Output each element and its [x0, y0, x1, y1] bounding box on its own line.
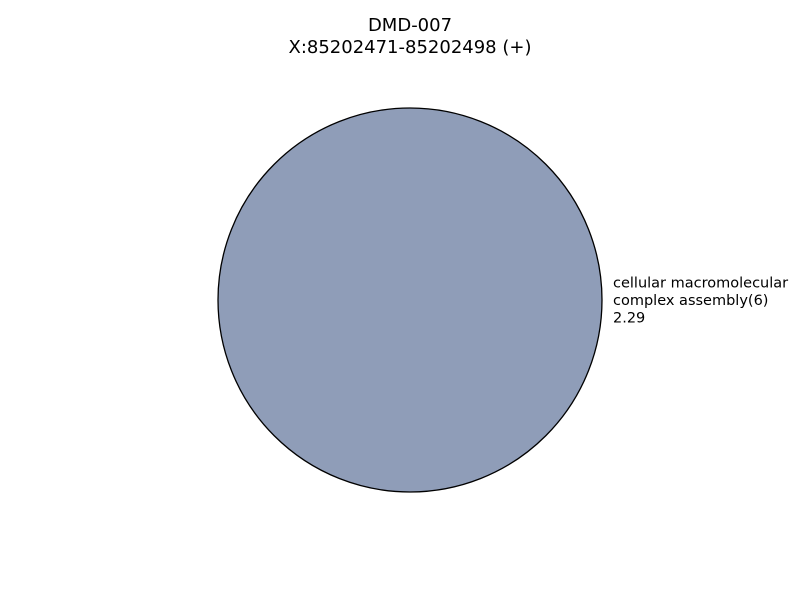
pie-labels: cellular macromolecular complex assembly(… [613, 276, 788, 327]
slice-value-label: 2.29 [613, 311, 645, 327]
slice-name-label: complex assembly(6) [613, 293, 768, 309]
slice-name-label: cellular macromolecular [613, 276, 788, 292]
chart-subtitle: X:85202471-85202498 (+) [289, 37, 532, 58]
slice-label: cellular macromolecular complex assembly(… [613, 276, 788, 327]
pie-slices [217, 107, 603, 493]
pie-slice [217, 107, 603, 493]
chart-title: DMD-007 [368, 15, 452, 36]
